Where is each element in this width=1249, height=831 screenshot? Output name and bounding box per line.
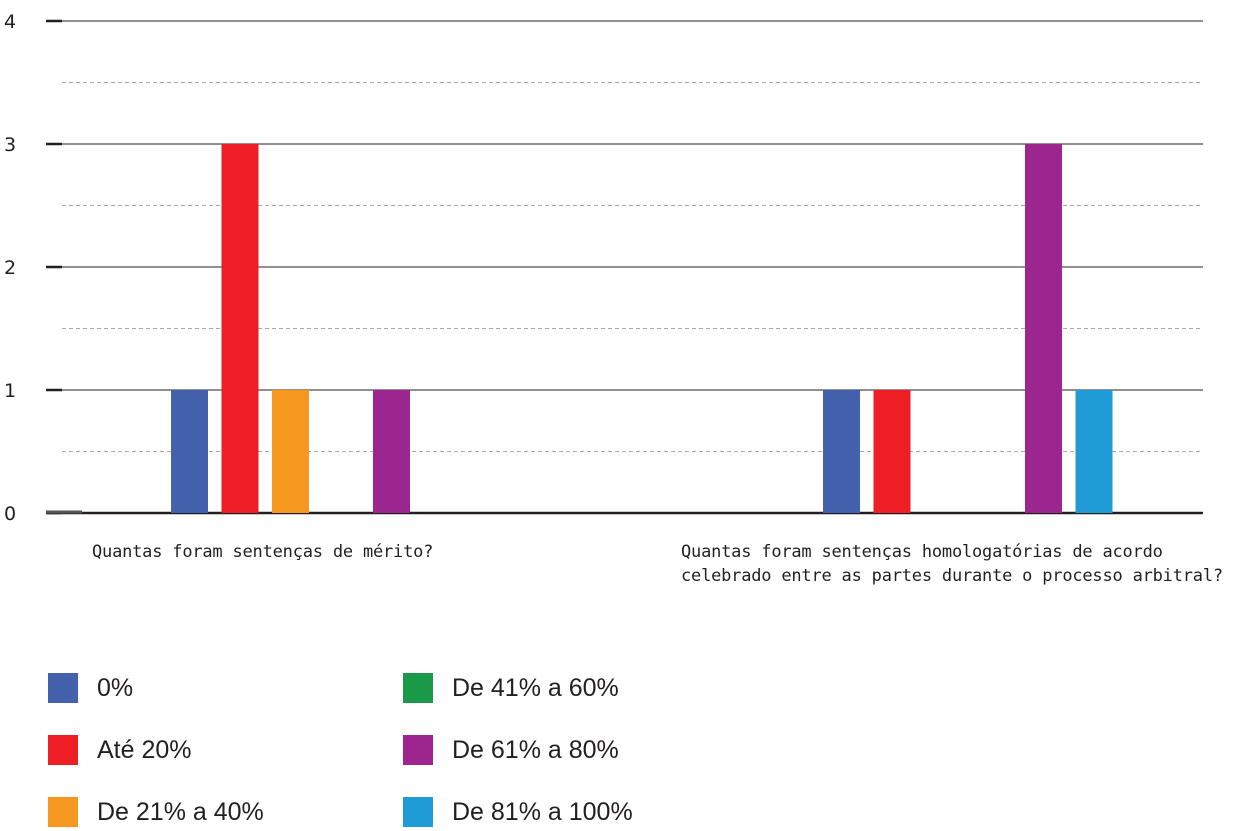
- legend-swatch: [48, 735, 78, 765]
- legend-swatch: [48, 673, 78, 703]
- y-tick-label: 3: [4, 134, 16, 156]
- legend-label: De 21% a 40%: [97, 797, 264, 826]
- bar-2-5: [1025, 144, 1062, 513]
- bar-2-2: [873, 390, 911, 513]
- legend-label: De 81% a 100%: [452, 797, 633, 826]
- y-tick-label: 2: [4, 257, 16, 279]
- category-label-homologatorias: Quantas foram sentenças homologatórias d…: [681, 542, 1223, 586]
- bars: [171, 144, 1113, 513]
- bar-1-1: [171, 390, 208, 513]
- legend-item-21-40: De 21% a 40%: [48, 796, 264, 828]
- legend-item-41-60: De 41% a 60%: [403, 672, 619, 704]
- legend-swatch: [403, 797, 433, 827]
- legend-label: De 61% a 80%: [452, 735, 619, 764]
- legend-label: De 41% a 60%: [452, 673, 619, 702]
- bar-1-5: [373, 390, 410, 513]
- legend-swatch: [403, 735, 433, 765]
- legend-item-0pct: 0%: [48, 672, 133, 704]
- bar-2-6: [1075, 390, 1113, 513]
- y-tick-label: 4: [4, 11, 16, 33]
- legend-swatch: [48, 797, 78, 827]
- y-tick-label: 1: [4, 380, 16, 402]
- bar-2-1: [823, 390, 860, 513]
- bar-1-2: [221, 144, 259, 513]
- legend-label: 0%: [97, 673, 134, 702]
- legend-item-61-80: De 61% a 80%: [403, 734, 619, 766]
- category-label-merito: Quantas foram sentenças de mérito?: [92, 542, 434, 562]
- y-tick-label: 0: [4, 503, 16, 525]
- legend-item-81-100: De 81% a 100%: [403, 796, 633, 828]
- legend-swatch: [403, 673, 433, 703]
- bar-chart: 0 1 2 3 4: [4, 11, 1203, 525]
- bar-1-3: [272, 390, 309, 513]
- legend-item-ate-20: Até 20%: [48, 734, 192, 766]
- legend-label: Até 20%: [97, 735, 192, 764]
